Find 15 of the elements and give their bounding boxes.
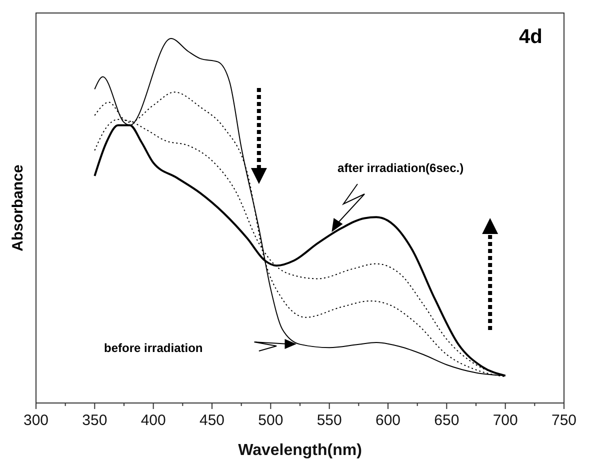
y-axis-title: Absorbance [10, 164, 26, 252]
x-tick-label: 550 [316, 412, 342, 429]
x-axis-title: Wavelength(nm) [238, 442, 362, 459]
x-tick-label: 600 [375, 412, 401, 429]
x-tick-label: 300 [23, 412, 49, 429]
x-tick-label: 750 [551, 412, 577, 429]
x-tick-label: 450 [199, 412, 225, 429]
x-tick-label: 400 [140, 412, 166, 429]
x-tick-label: 350 [82, 412, 108, 429]
annotation: before irradiation [104, 341, 203, 355]
annotation: 4d [519, 26, 542, 49]
x-tick-label: 500 [258, 412, 284, 429]
x-tick-label: 650 [434, 412, 460, 429]
x-tick-label: 700 [492, 412, 518, 429]
annotation: after irradiation(6sec.) [338, 161, 464, 175]
